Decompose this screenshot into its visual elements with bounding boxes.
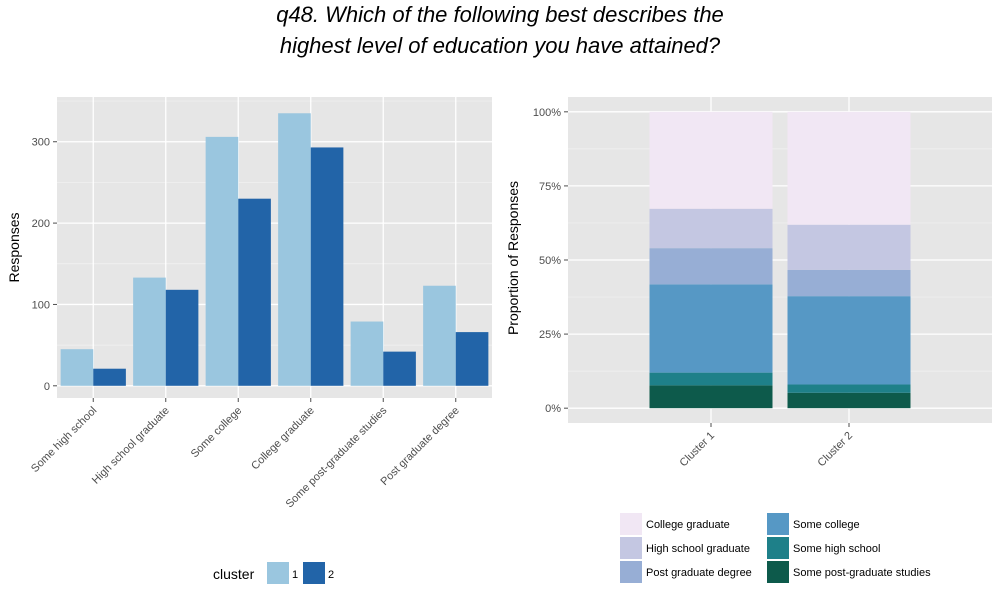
left-legend-label: 2 xyxy=(328,569,334,581)
right-stack-segment-some-post-graduate-studies xyxy=(649,385,773,409)
left-legend-swatch xyxy=(267,562,289,584)
left-bar-series-2 xyxy=(455,332,489,386)
left-x-tick-label: College graduate xyxy=(249,405,317,473)
left-y-tick-label: 100 xyxy=(32,299,50,311)
left-bar-series-1 xyxy=(133,277,166,386)
left-bar-series-2 xyxy=(93,368,126,386)
right-y-tick-label: 100% xyxy=(533,107,561,119)
left-bar-series-1 xyxy=(60,349,94,386)
right-stack-segment-some-post-graduate-studies xyxy=(787,392,911,409)
right-x-tick-label: Cluster 2 xyxy=(816,430,856,470)
left-bar-series-1 xyxy=(205,136,239,386)
right-stack-segment-high-school-graduate xyxy=(649,208,773,249)
left-legend-label: 1 xyxy=(292,569,298,581)
left-bar-series-2 xyxy=(165,289,199,386)
right-x-tick-label: Cluster 1 xyxy=(678,430,718,470)
right-legend-swatch xyxy=(767,561,789,583)
right-stack-segment-post-graduate-degree xyxy=(649,248,773,285)
right-stack-segment-college-graduate xyxy=(787,111,911,225)
left-x-tick-label: Post graduate degree xyxy=(379,405,462,488)
right-legend-swatch xyxy=(620,513,642,535)
chart-title-line-1: q48. Which of the following best describ… xyxy=(276,2,724,27)
right-legend-swatch xyxy=(767,537,789,559)
right-legend-swatch xyxy=(620,561,642,583)
right-stack-segment-some-college xyxy=(787,296,911,385)
left-y-tick-label: 0 xyxy=(44,381,50,393)
right-stack-segment-post-graduate-degree xyxy=(787,269,911,297)
right-y-axis-title: Proportion of Responses xyxy=(505,181,521,335)
left-y-axis-title: Responses xyxy=(6,212,22,282)
right-stack-segment-some-high-school xyxy=(787,384,911,393)
right-legend-swatch xyxy=(767,513,789,535)
left-plot-panel xyxy=(57,97,492,398)
left-y-tick-label: 200 xyxy=(32,218,50,230)
right-legend-label: Some post-graduate studies xyxy=(793,567,931,579)
right-y-tick-label: 50% xyxy=(539,255,561,267)
right-stack-segment-high-school-graduate xyxy=(787,224,911,270)
right-y-tick-label: 25% xyxy=(539,329,561,341)
left-bar-series-1 xyxy=(350,321,384,386)
right-legend-label: Some college xyxy=(793,519,860,531)
left-y-tick-label: 300 xyxy=(32,137,50,149)
left-bar-series-2 xyxy=(310,147,344,386)
right-y-tick-label: 75% xyxy=(539,181,561,193)
left-bar-series-2 xyxy=(238,198,271,386)
left-x-tick-label: High school graduate xyxy=(90,405,172,487)
right-stack-segment-some-high-school xyxy=(649,372,773,386)
left-x-tick-label: Some high school xyxy=(29,405,99,475)
left-legend-title: cluster xyxy=(213,566,255,582)
right-legend-swatch xyxy=(620,537,642,559)
right-legend-label: College graduate xyxy=(646,519,730,531)
left-bar-series-1 xyxy=(423,285,456,386)
right-y-tick-label: 0% xyxy=(545,403,561,415)
right-legend-label: Post graduate degree xyxy=(646,567,752,579)
right-stack-segment-some-college xyxy=(649,284,773,373)
right-legend-label: High school graduate xyxy=(646,543,750,555)
chart-title-line-2: highest level of education you have atta… xyxy=(279,33,721,58)
left-x-tick-label: Some college xyxy=(189,405,245,461)
right-legend-label: Some high school xyxy=(793,543,880,555)
left-bar-series-1 xyxy=(278,113,311,386)
right-stack-segment-college-graduate xyxy=(649,111,773,209)
left-bar-series-2 xyxy=(383,351,416,386)
left-legend-swatch xyxy=(303,562,325,584)
